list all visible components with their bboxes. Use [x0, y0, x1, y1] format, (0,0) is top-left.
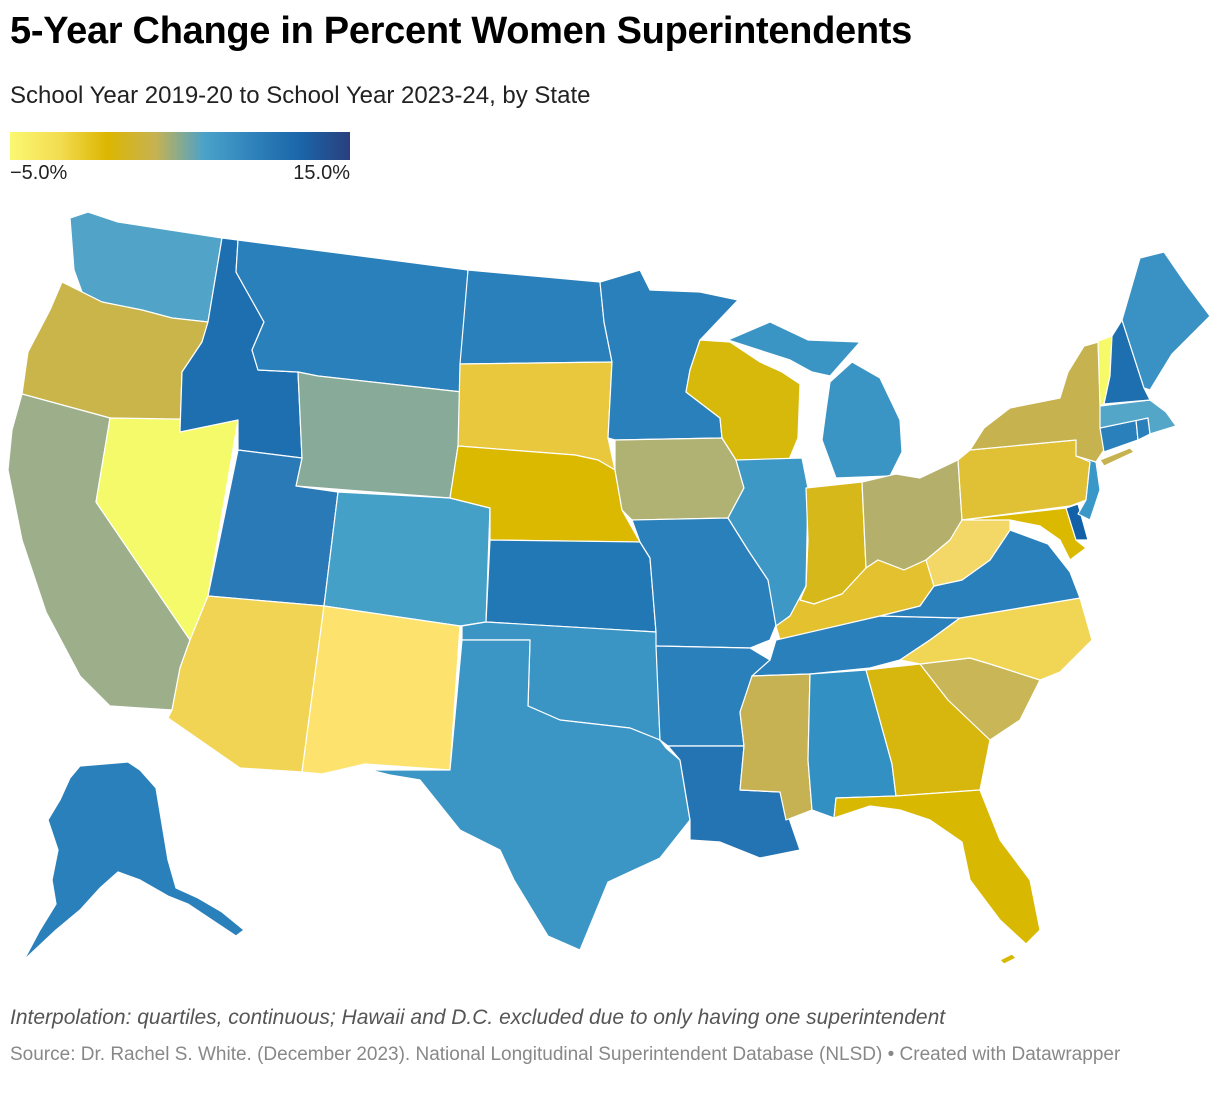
state-ME[interactable] — [1121, 251, 1211, 391]
state-CO[interactable] — [323, 491, 491, 627]
color-legend: −5.0% 15.0% — [10, 132, 350, 188]
state-NJ[interactable] — [1075, 455, 1101, 521]
state-TX[interactable] — [369, 639, 691, 951]
state-MT[interactable] — [235, 239, 469, 393]
state-NE[interactable] — [449, 445, 641, 543]
state-DE[interactable] — [1065, 503, 1089, 541]
map-note: Interpolation: quartiles, continuous; Ha… — [10, 1006, 946, 1029]
state-MI[interactable] — [727, 321, 903, 479]
state-FL[interactable] — [833, 789, 1041, 945]
state-ND[interactable] — [459, 269, 613, 365]
legend-min-label: −5.0% — [10, 162, 68, 184]
legend-labels: −5.0% 15.0% — [10, 162, 350, 188]
legend-max-label: 15.0% — [293, 162, 350, 184]
state-IA[interactable] — [614, 437, 745, 521]
state-AK[interactable] — [23, 761, 245, 961]
map-title: 5-Year Change in Percent Women Superinte… — [10, 10, 912, 52]
state-WY[interactable] — [295, 371, 463, 499]
state-NC[interactable] — [899, 597, 1093, 681]
map-source: Source: Dr. Rachel S. White. (December 2… — [10, 1044, 1121, 1065]
state-FL-keys[interactable] — [999, 953, 1017, 965]
state-NM[interactable] — [301, 605, 461, 775]
us-states-map — [7, 211, 1211, 965]
legend-gradient-bar — [10, 132, 350, 160]
state-KS[interactable] — [485, 539, 657, 633]
map-subtitle: School Year 2019-20 to School Year 2023-… — [10, 82, 591, 109]
state-MA[interactable] — [1099, 399, 1177, 435]
